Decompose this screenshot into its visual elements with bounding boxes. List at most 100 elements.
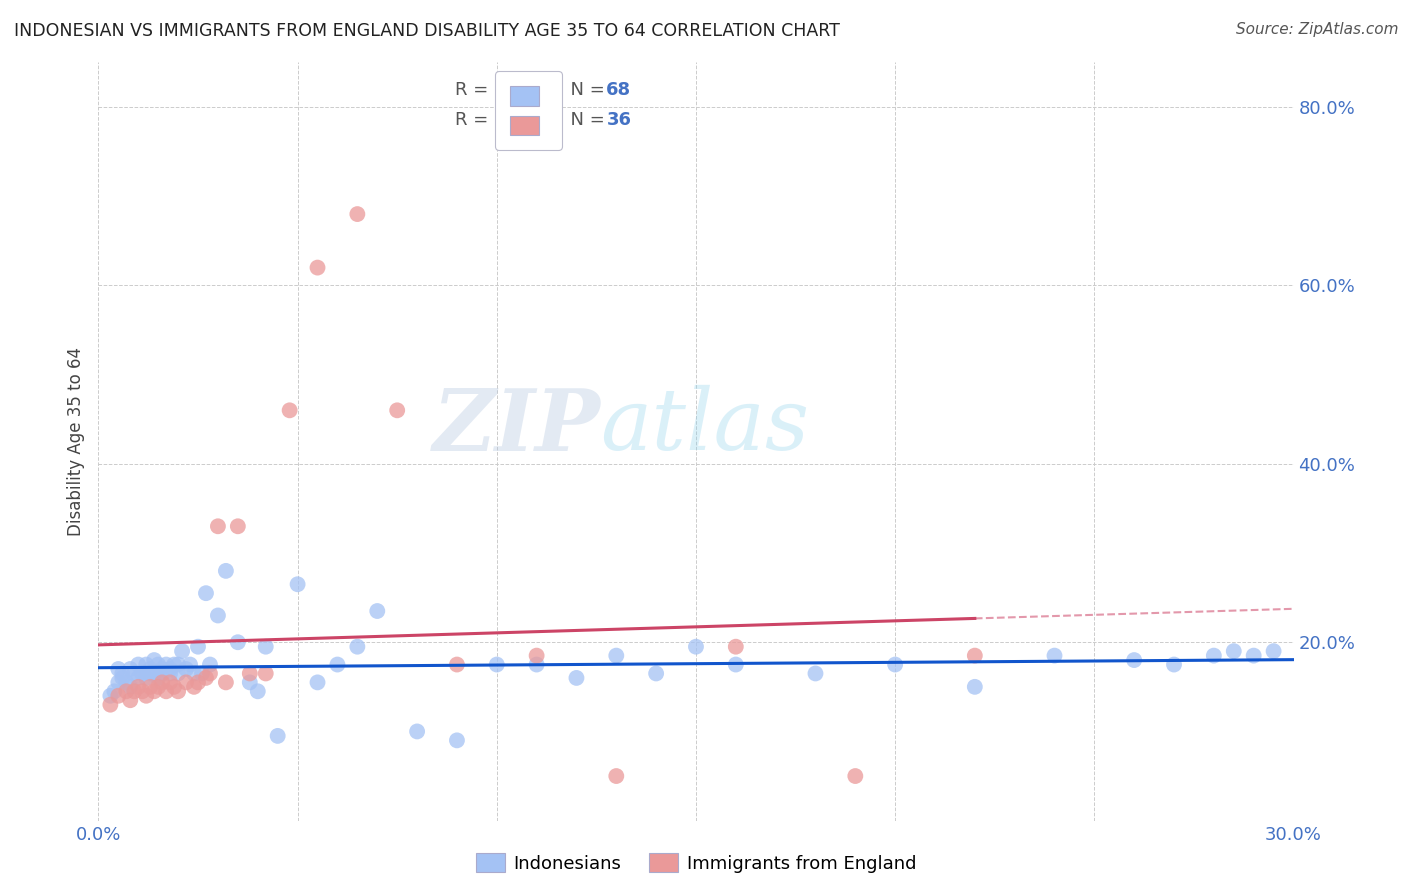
Point	[406, 724, 429, 739]
Point	[446, 733, 468, 747]
Point	[884, 657, 907, 672]
Point	[115, 675, 138, 690]
Point	[724, 640, 747, 654]
Point	[167, 666, 190, 681]
Y-axis label: Disability Age 35 to 64: Disability Age 35 to 64	[66, 347, 84, 536]
Point	[159, 662, 181, 676]
Point	[98, 698, 122, 712]
Point	[120, 693, 142, 707]
Point	[167, 684, 190, 698]
Text: N =: N =	[558, 112, 610, 129]
Text: ZIP: ZIP	[433, 384, 600, 468]
Point	[198, 666, 221, 681]
Point	[183, 666, 205, 681]
Point	[446, 657, 468, 672]
Point	[804, 666, 827, 681]
Text: 0.451: 0.451	[501, 112, 551, 129]
Point	[120, 680, 142, 694]
Point	[963, 680, 986, 694]
Point	[131, 666, 153, 681]
Point	[148, 657, 170, 672]
Point	[172, 644, 194, 658]
Point	[135, 671, 157, 685]
Point	[179, 657, 201, 672]
Point	[605, 769, 627, 783]
Point	[287, 577, 309, 591]
Point	[183, 680, 205, 694]
Text: 68: 68	[606, 81, 631, 100]
Point	[107, 662, 129, 676]
Point	[120, 662, 142, 676]
Point	[159, 675, 181, 690]
Text: atlas: atlas	[600, 385, 810, 467]
Point	[278, 403, 301, 417]
Text: N =: N =	[558, 81, 610, 100]
Point	[307, 675, 329, 690]
Point	[207, 519, 229, 533]
Point	[150, 675, 173, 690]
Point	[174, 675, 197, 690]
Point	[143, 653, 166, 667]
Point	[107, 675, 129, 690]
Text: 36: 36	[606, 112, 631, 129]
Point	[148, 671, 170, 685]
Point	[135, 657, 157, 672]
Point	[163, 657, 186, 672]
Point	[1123, 653, 1146, 667]
Point	[215, 675, 238, 690]
Text: R =: R =	[454, 112, 494, 129]
Point	[187, 640, 209, 654]
Point	[159, 666, 181, 681]
Point	[565, 671, 588, 685]
Text: INDONESIAN VS IMMIGRANTS FROM ENGLAND DISABILITY AGE 35 TO 64 CORRELATION CHART: INDONESIAN VS IMMIGRANTS FROM ENGLAND DI…	[14, 22, 839, 40]
Point	[1163, 657, 1185, 672]
Point	[148, 680, 170, 694]
Point	[135, 689, 157, 703]
Point	[605, 648, 627, 663]
Point	[163, 680, 186, 694]
Point	[346, 640, 368, 654]
Point	[143, 684, 166, 698]
Point	[239, 666, 262, 681]
Point	[254, 666, 277, 681]
Point	[724, 657, 747, 672]
Point	[844, 769, 866, 783]
Point	[645, 666, 668, 681]
Point	[239, 675, 262, 690]
Point	[111, 666, 134, 681]
Point	[246, 684, 269, 698]
Point	[127, 657, 149, 672]
Text: R =: R =	[454, 81, 494, 100]
Point	[139, 666, 162, 681]
Point	[1202, 648, 1225, 663]
Point	[98, 689, 122, 703]
Point	[191, 666, 214, 681]
Point	[124, 666, 146, 681]
Point	[226, 635, 249, 649]
Point	[1223, 644, 1246, 658]
Point	[254, 640, 277, 654]
Point	[124, 684, 146, 698]
Point	[155, 684, 177, 698]
Point	[366, 604, 388, 618]
Point	[526, 657, 548, 672]
Point	[198, 657, 221, 672]
Point	[485, 657, 508, 672]
Point	[131, 684, 153, 698]
Point	[963, 648, 986, 663]
Point	[107, 689, 129, 703]
Point	[115, 684, 138, 698]
Point	[326, 657, 349, 672]
Point	[139, 680, 162, 694]
Text: Source: ZipAtlas.com: Source: ZipAtlas.com	[1236, 22, 1399, 37]
Point	[685, 640, 707, 654]
Point	[187, 675, 209, 690]
Point	[385, 403, 409, 417]
Point	[174, 662, 197, 676]
Point	[207, 608, 229, 623]
Point	[150, 662, 173, 676]
Point	[127, 671, 149, 685]
Point	[127, 680, 149, 694]
Point	[155, 657, 177, 672]
Point	[195, 671, 218, 685]
